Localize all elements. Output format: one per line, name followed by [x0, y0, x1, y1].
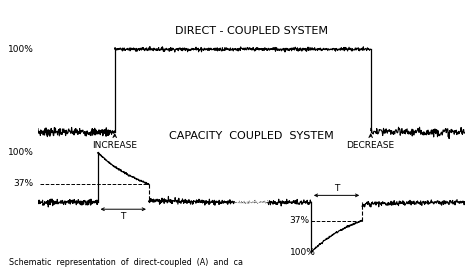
- Text: 100%: 100%: [290, 248, 316, 257]
- Text: CAPACITY  COUPLED  SYSTEM: CAPACITY COUPLED SYSTEM: [169, 131, 334, 141]
- Text: DIRECT - COUPLED SYSTEM: DIRECT - COUPLED SYSTEM: [175, 26, 328, 36]
- Text: 100%: 100%: [8, 148, 34, 157]
- Text: 37%: 37%: [290, 216, 310, 225]
- Text: 100%: 100%: [8, 45, 34, 54]
- Text: INCREASE: INCREASE: [92, 141, 137, 150]
- Text: 37%: 37%: [14, 179, 34, 188]
- Text: T: T: [120, 212, 126, 221]
- Text: DECREASE: DECREASE: [346, 141, 395, 150]
- Text: T: T: [334, 184, 339, 193]
- Text: Schematic  representation  of  direct-coupled  (A)  and  ca: Schematic representation of direct-coupl…: [9, 258, 244, 267]
